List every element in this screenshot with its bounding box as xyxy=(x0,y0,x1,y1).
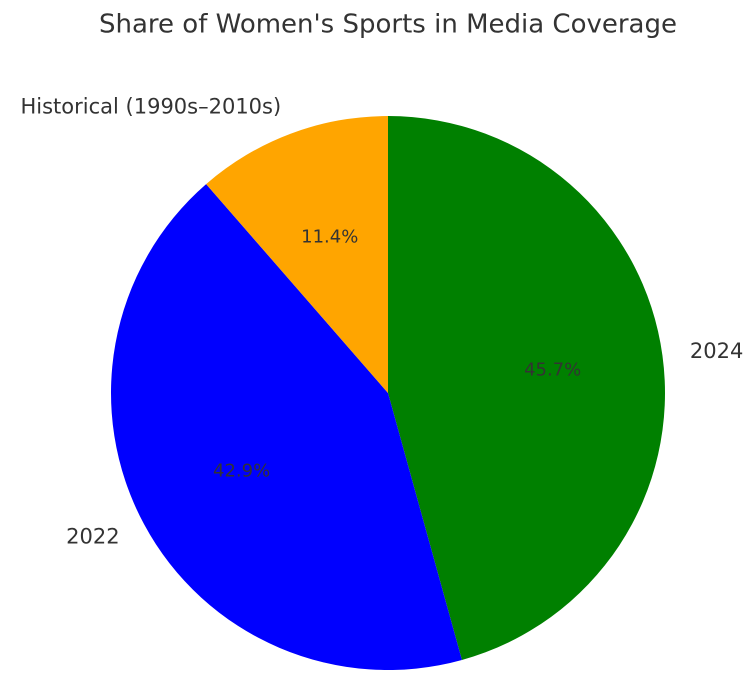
chart-title: Share of Women's Sports in Media Coverag… xyxy=(99,10,677,40)
value-label: 42.9% xyxy=(213,461,270,482)
slice-label: Historical (1990s–2010s) xyxy=(20,95,281,119)
pie-slice xyxy=(110,184,462,671)
slice-label: 2022 xyxy=(66,524,119,548)
slice-label: 2024 xyxy=(690,339,743,363)
value-label: 45.7% xyxy=(524,360,581,381)
pie-slice xyxy=(206,116,388,393)
value-label: 11.4% xyxy=(301,226,358,247)
pie-slice xyxy=(388,116,665,660)
